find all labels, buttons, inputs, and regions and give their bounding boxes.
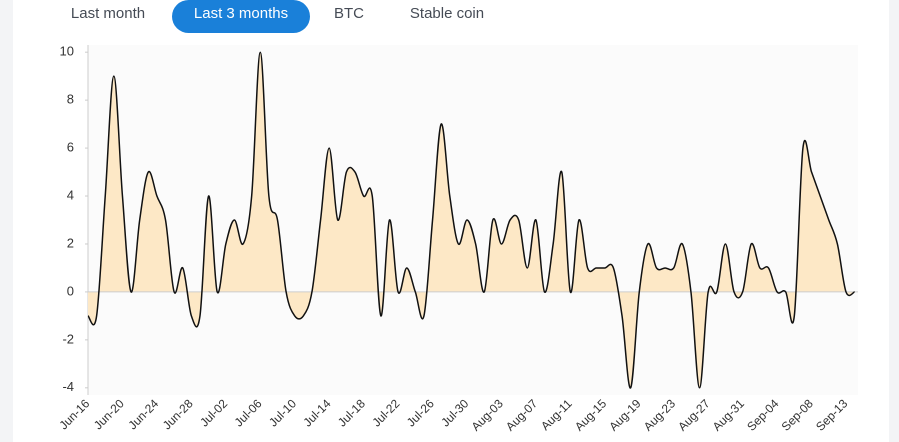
x-tick-label: Jun-16 — [57, 396, 93, 432]
x-tick-label: Jul-26 — [404, 396, 437, 429]
x-tick-label: Jun-24 — [125, 396, 161, 432]
x-tick-label: Jul-02 — [197, 396, 230, 429]
y-tick-label: 4 — [67, 187, 74, 202]
y-tick-label: 10 — [60, 44, 74, 59]
tab[interactable]: Stable coin — [409, 5, 485, 22]
x-tick-label: Jul-06 — [232, 396, 265, 429]
tab[interactable]: Last month — [70, 5, 146, 22]
x-tick-label: Jul-22 — [369, 396, 402, 429]
x-tick-label: Jul-14 — [301, 396, 334, 429]
y-tick-label: 8 — [67, 92, 74, 107]
x-tick-label: Sep-04 — [744, 396, 781, 433]
x-tick-label: Jul-18 — [335, 396, 368, 429]
x-tick-label: Aug-15 — [572, 396, 609, 433]
plot-area — [88, 45, 858, 395]
x-tick-label: Jul-30 — [438, 396, 471, 429]
line — [87, 51, 855, 389]
y-tick-label: -4 — [62, 379, 74, 394]
x-tick-label: Aug-31 — [710, 396, 747, 433]
x-tick-label: Sep-13 — [813, 396, 850, 433]
x-tick-label: Jul-10 — [266, 396, 299, 429]
tab[interactable]: Last 3 months — [172, 0, 310, 33]
y-tick-label: -2 — [62, 331, 74, 346]
x-tick-label: Aug-03 — [469, 396, 506, 433]
x-tick-label: Aug-19 — [606, 396, 643, 433]
x-tick-label: Sep-08 — [779, 396, 816, 433]
x-tick-label: Jun-20 — [91, 396, 127, 432]
x-tick-label: Aug-07 — [503, 396, 540, 433]
x-tick-label: Jun-28 — [160, 396, 196, 432]
y-tick-label: 6 — [67, 140, 74, 155]
y-tick-label: 0 — [67, 283, 74, 298]
x-tick-label: Aug-11 — [538, 396, 575, 433]
y-tick-label: 2 — [67, 235, 74, 250]
x-tick-label: Aug-23 — [641, 396, 678, 433]
x-tick-label: Aug-27 — [675, 396, 712, 433]
tab[interactable]: BTC — [334, 5, 364, 22]
